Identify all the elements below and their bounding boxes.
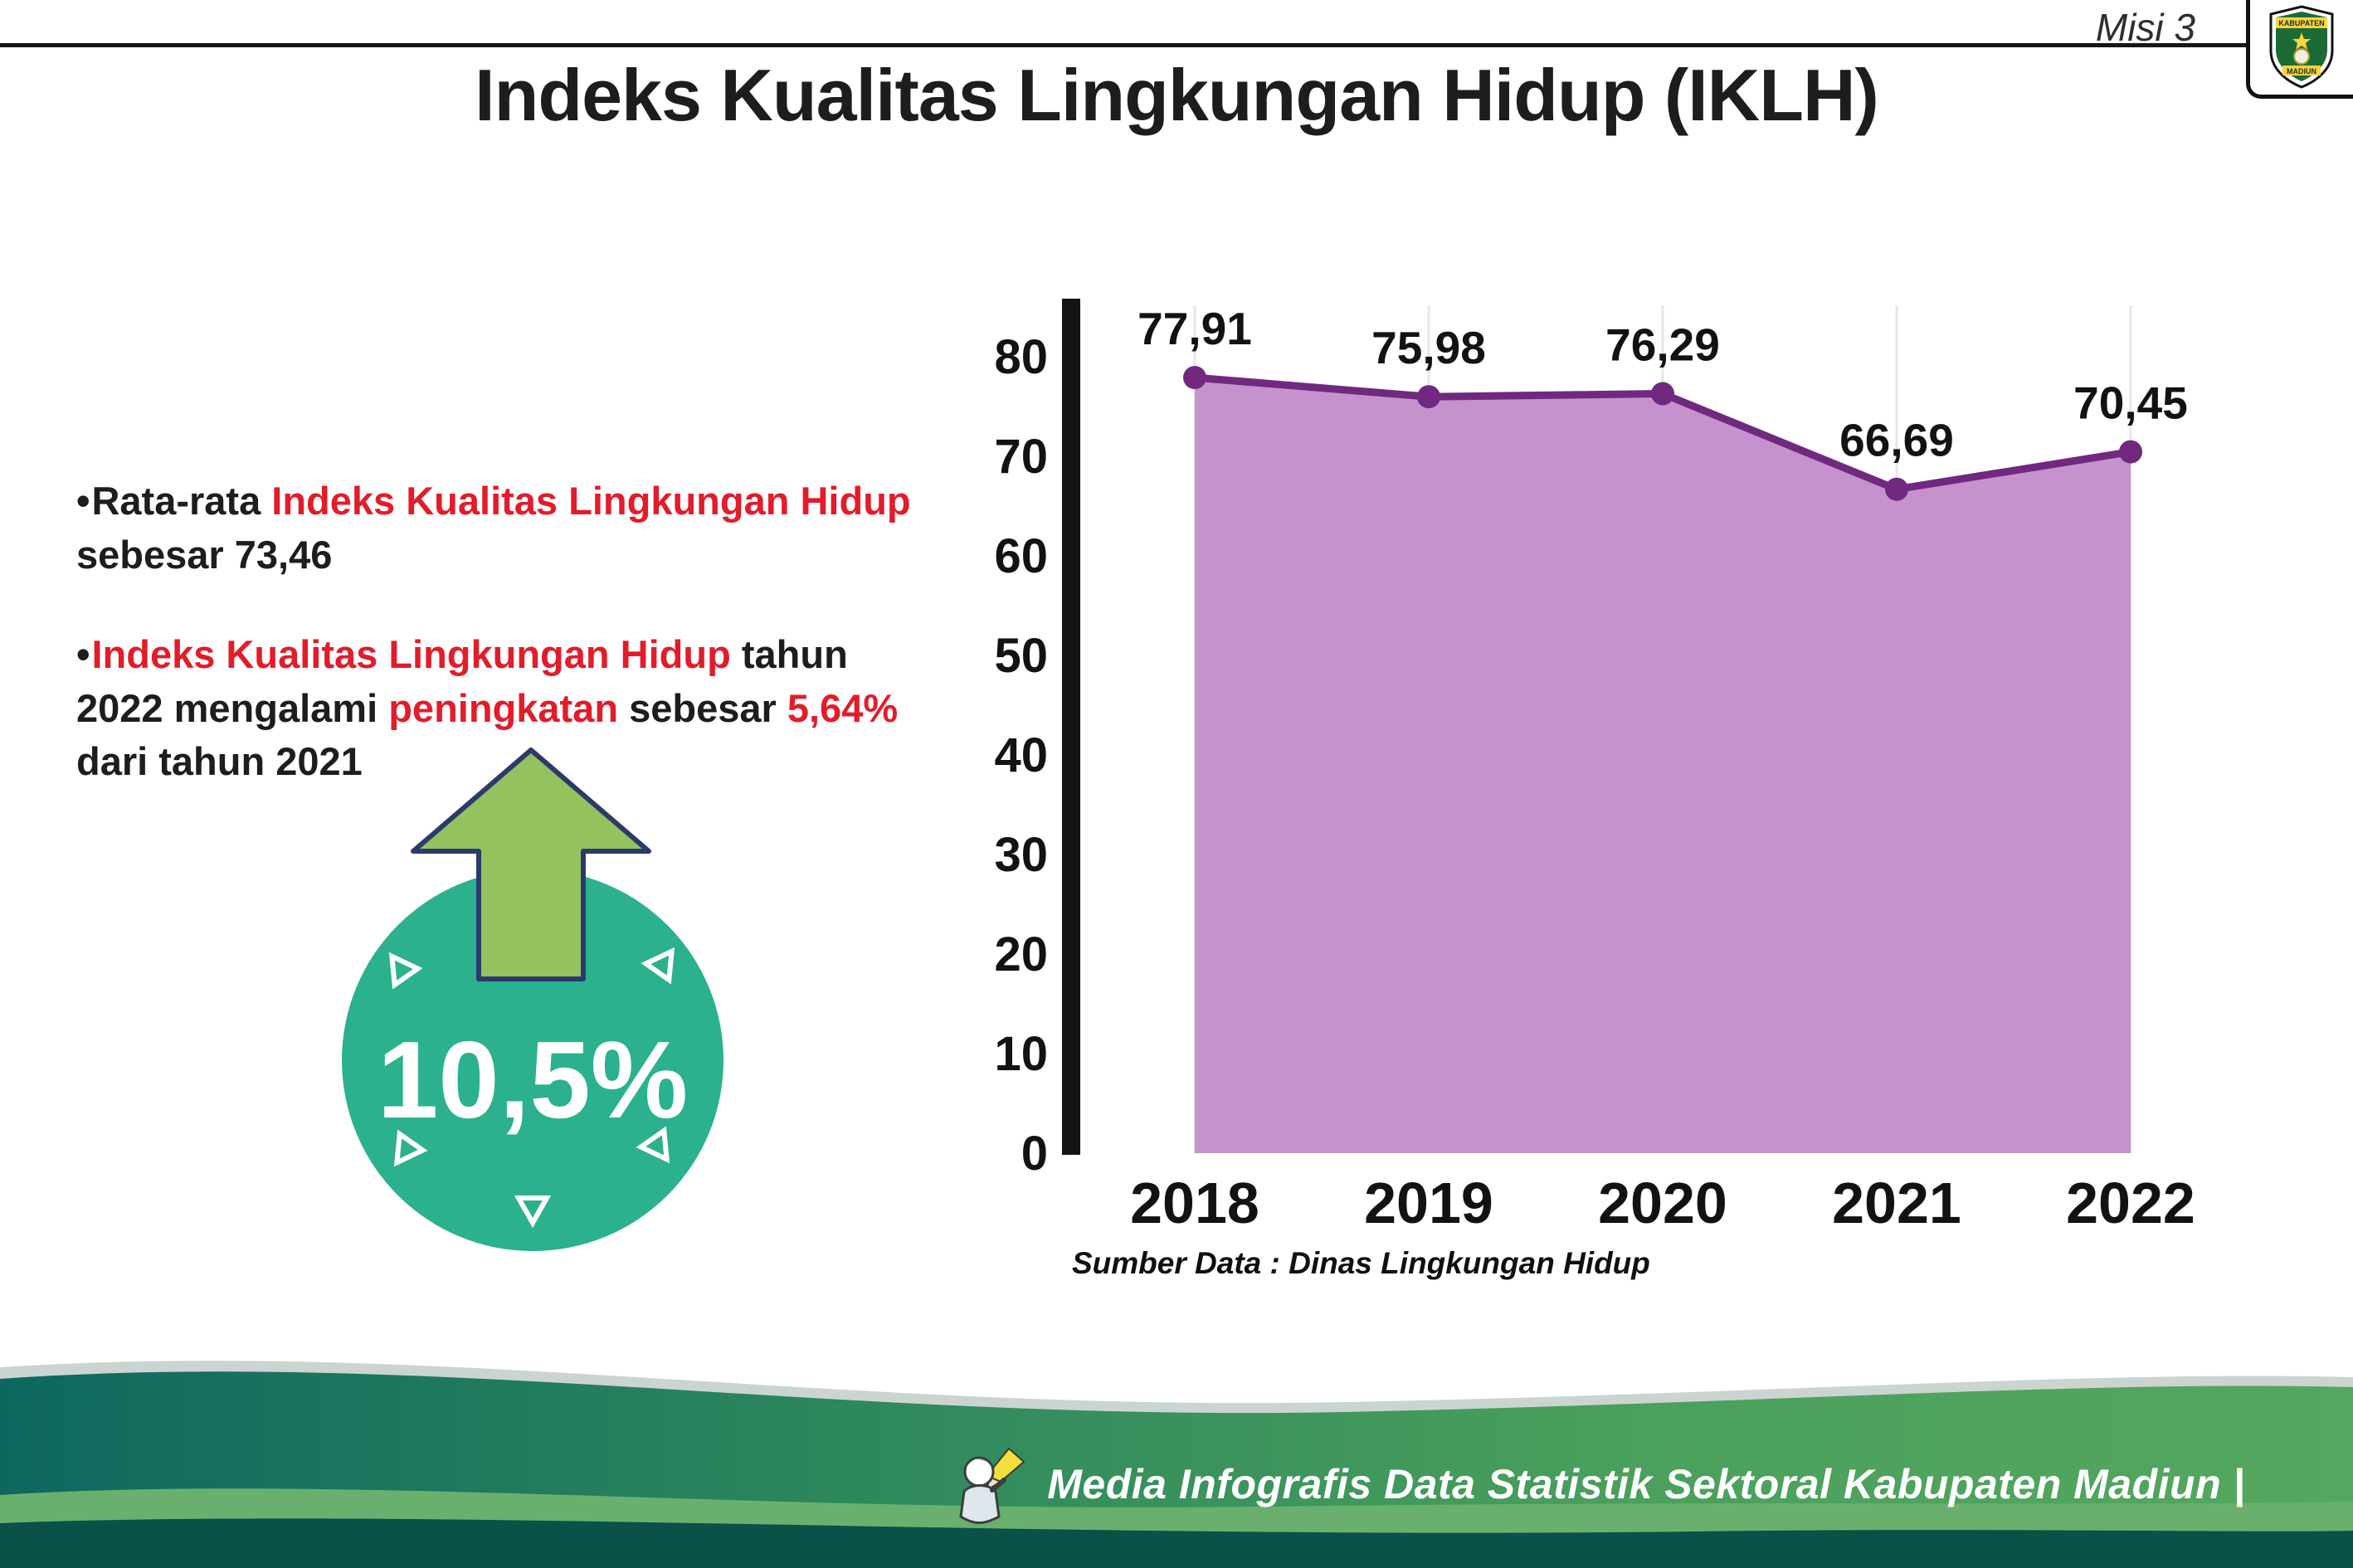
svg-text:70: 70 xyxy=(994,430,1048,484)
bullet-text-segment: Rata-rata xyxy=(91,479,272,523)
svg-text:70,45: 70,45 xyxy=(2073,377,2188,429)
summary-bullets: •Rata-rata Indeks Kualitas Lingkungan Hi… xyxy=(76,475,943,835)
x-axis-labels: 2018 2019 2020 2021 2022 xyxy=(1130,1171,2195,1235)
svg-text:76,29: 76,29 xyxy=(1605,319,1720,371)
star-icon xyxy=(2292,32,2311,50)
bullet-text-segment: peningkatan xyxy=(388,685,619,730)
logo-bottom-text: MADIUN xyxy=(2287,67,2316,75)
mascot-icon xyxy=(959,1447,1025,1524)
footer-credit: Media Infografis Data Statistik Sektoral… xyxy=(1047,1461,2245,1507)
svg-text:40: 40 xyxy=(994,728,1048,782)
svg-text:60: 60 xyxy=(994,529,1048,583)
bullet-text-segment: sebesar xyxy=(618,685,787,730)
area-fill xyxy=(1195,377,2131,1153)
emblem-circle xyxy=(2293,48,2310,65)
svg-text:2020: 2020 xyxy=(1598,1171,1727,1235)
svg-text:2019: 2019 xyxy=(1364,1171,1493,1235)
misi-label: Misi 3 xyxy=(2095,6,2195,49)
logo-top-text: KABUPATEN xyxy=(2278,19,2324,27)
svg-text:77,91: 77,91 xyxy=(1138,303,1252,354)
footer: Media Infografis Data Statistik Sektoral… xyxy=(951,1444,2245,1525)
svg-text:75,98: 75,98 xyxy=(1371,322,1486,373)
bullet-marker: • xyxy=(76,479,90,523)
increase-percentage: 10,5% xyxy=(377,1019,689,1141)
svg-text:30: 30 xyxy=(994,828,1048,882)
bullet-text-segment: sebesar 73,46 xyxy=(76,532,333,577)
up-arrow-icon xyxy=(411,747,651,981)
bullet-text-segment: Indeks Kualitas Lingkungan Hidup xyxy=(271,479,911,523)
iklh-area-chart: 0 10 20 30 40 50 60 70 80 77,91 75,98 76,29 66,69 70,… xyxy=(994,299,2195,1235)
bullet-marker: • xyxy=(76,631,90,676)
bullet-text-segment: Indeks Kualitas Lingkungan Hidup xyxy=(91,631,731,676)
header-divider xyxy=(0,43,2247,47)
wave-dark-band xyxy=(0,1518,2353,1568)
triangle-decorations xyxy=(388,947,675,1229)
svg-text:2021: 2021 xyxy=(1832,1171,1961,1235)
svg-text:50: 50 xyxy=(994,629,1048,683)
svg-text:2018: 2018 xyxy=(1130,1171,1259,1235)
chart-area: 0 10 20 30 40 50 60 70 80 77,91 75,98 76,29 66,69 70,… xyxy=(983,290,2228,1327)
shield-top-band xyxy=(2276,17,2327,28)
bullet-item: •Rata-rata Indeks Kualitas Lingkungan Hi… xyxy=(76,475,943,582)
svg-text:0: 0 xyxy=(1021,1127,1048,1181)
page-title: Indeks Kualitas Lingkungan Hidup (IKLH) xyxy=(475,54,1879,136)
footer-wave xyxy=(0,1361,2353,1568)
svg-text:10: 10 xyxy=(994,1027,1048,1081)
shield-bottom-band xyxy=(2282,66,2321,75)
svg-text:2022: 2022 xyxy=(2066,1171,2195,1235)
kabupaten-madiun-logo: KABUPATEN MADIUN xyxy=(2269,5,2334,89)
data-points xyxy=(1183,366,2142,501)
svg-text:20: 20 xyxy=(994,928,1048,981)
logo-frame: KABUPATEN MADIUN xyxy=(2246,0,2353,99)
value-labels: 77,91 75,98 76,29 66,69 70,45 xyxy=(1138,303,2188,466)
svg-text:80: 80 xyxy=(994,330,1048,384)
y-tick-labels: 0 10 20 30 40 50 60 70 80 xyxy=(994,330,1048,1181)
y-axis-bar xyxy=(1062,299,1080,1155)
svg-text:66,69: 66,69 xyxy=(1839,415,1954,466)
data-source: Sumber Data : Dinas Lingkungan Hidup xyxy=(1072,1246,1650,1280)
bullet-text-segment: tahun 2022 mengalami xyxy=(76,631,848,730)
shield-body xyxy=(2276,12,2327,81)
bullet-item: •Indeks Kualitas Lingkungan Hidup tahun … xyxy=(76,628,943,790)
bullet-text-segment: 5,64% xyxy=(787,685,899,730)
bullet-text-segment: dari tahun 2021 xyxy=(76,739,363,784)
